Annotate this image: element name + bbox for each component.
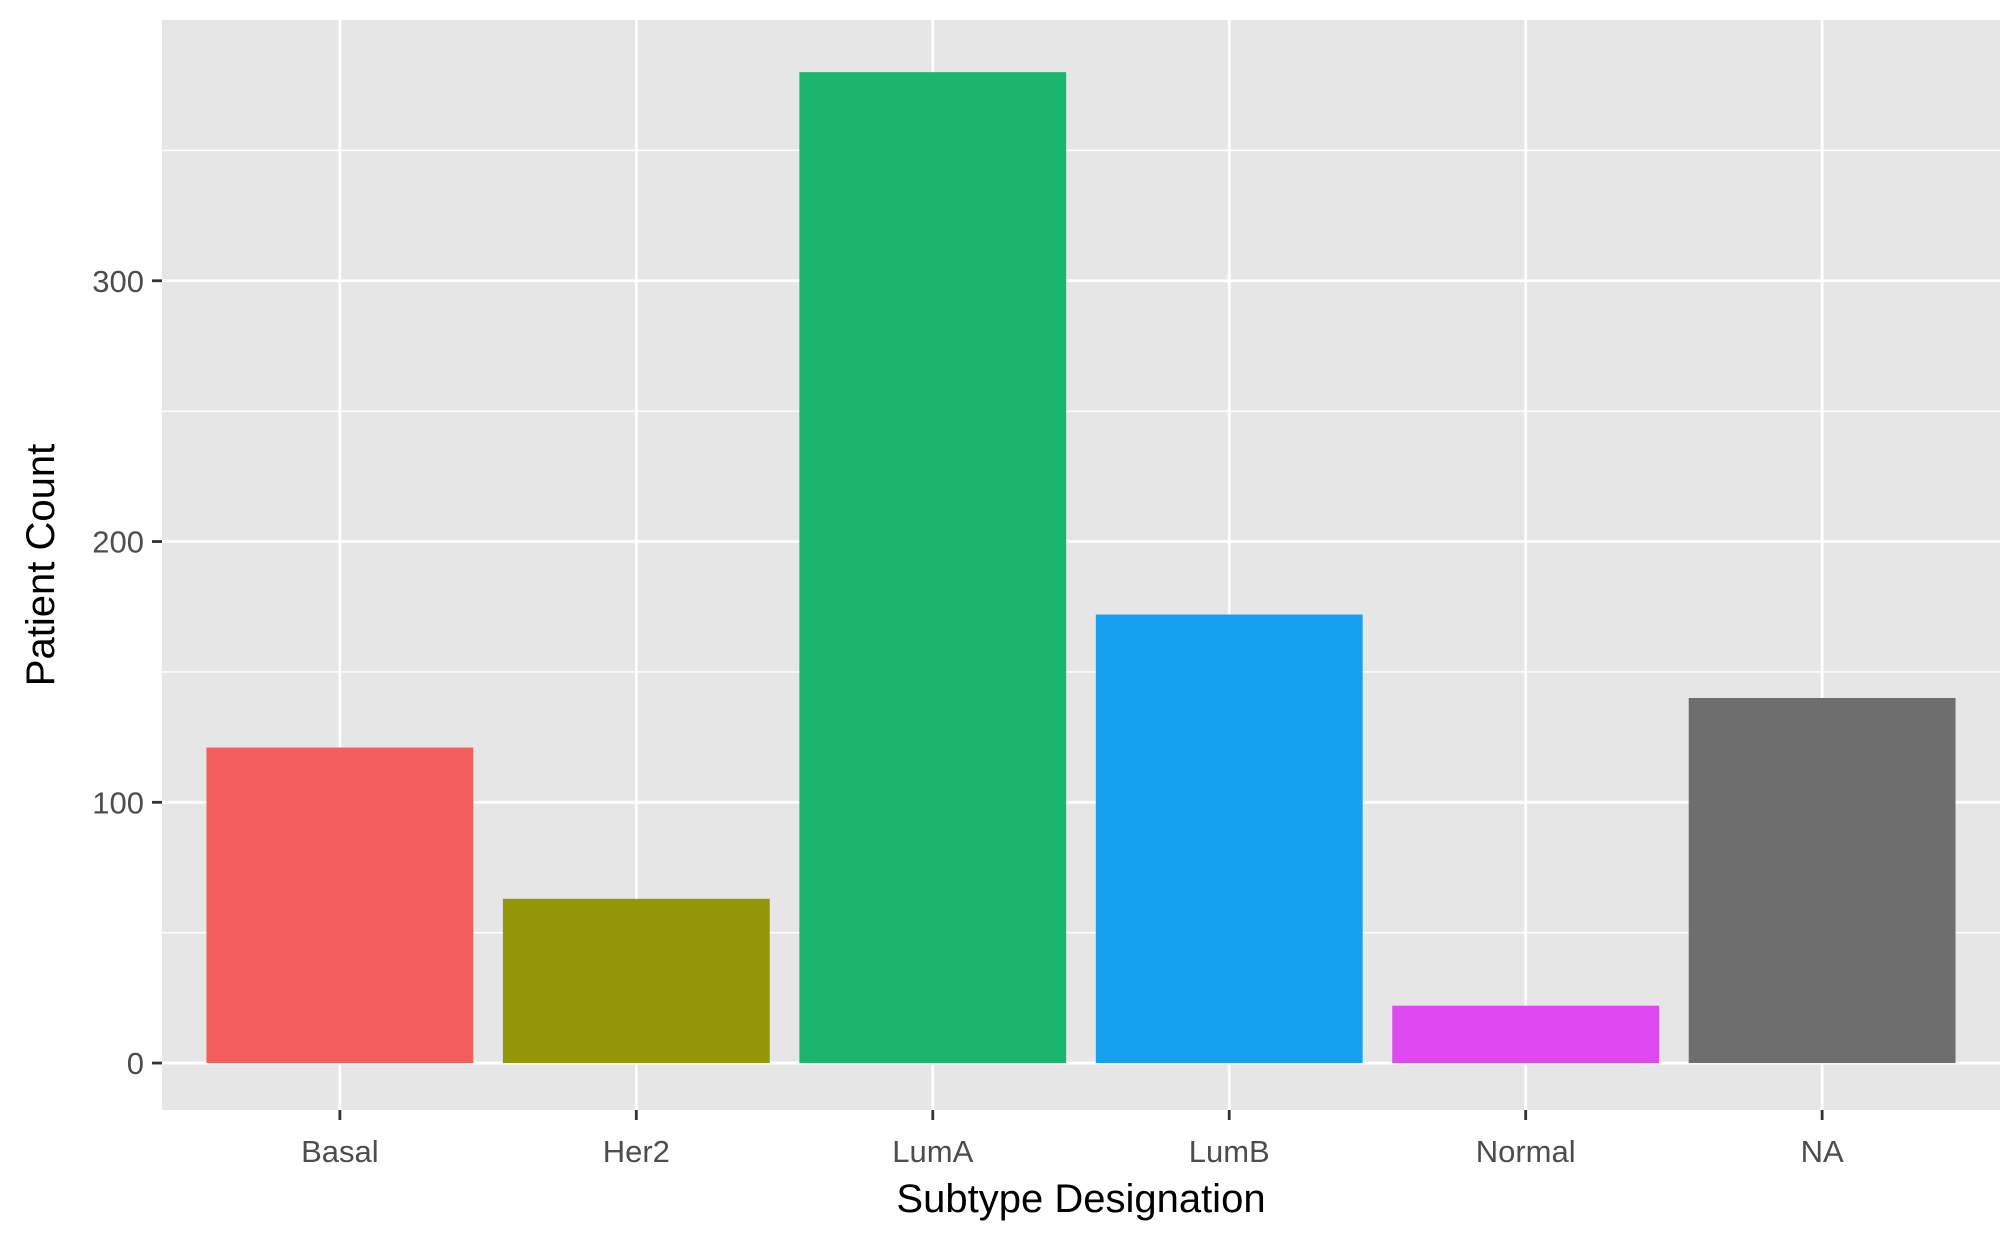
x-axis-title: Subtype Designation: [896, 1177, 1265, 1221]
bar-lumb: [1095, 614, 1363, 1064]
y-axis: 0 100 200 300: [92, 264, 162, 1081]
bar-na: [1688, 697, 1956, 1064]
bar-basal: [206, 747, 474, 1064]
x-tick-label: Her2: [603, 1134, 670, 1169]
bars: [206, 72, 1956, 1064]
bar-normal: [1392, 1005, 1660, 1064]
x-tick-label: LumB: [1189, 1134, 1270, 1169]
y-tick-label: 0: [127, 1046, 144, 1081]
bar-her2: [502, 898, 770, 1064]
x-tick-label: NA: [1801, 1134, 1844, 1169]
y-tick-label: 200: [92, 525, 144, 560]
y-axis-title: Patient Count: [19, 444, 63, 686]
x-axis: Basal Her2 LumA LumB Normal NA: [301, 1110, 1844, 1169]
x-tick-label: Basal: [301, 1134, 379, 1169]
x-tick-label: Normal: [1476, 1134, 1576, 1169]
y-tick-label: 100: [92, 785, 144, 820]
bar-luma: [799, 72, 1067, 1064]
x-tick-label: LumA: [892, 1134, 973, 1169]
y-tick-label: 300: [92, 264, 144, 299]
